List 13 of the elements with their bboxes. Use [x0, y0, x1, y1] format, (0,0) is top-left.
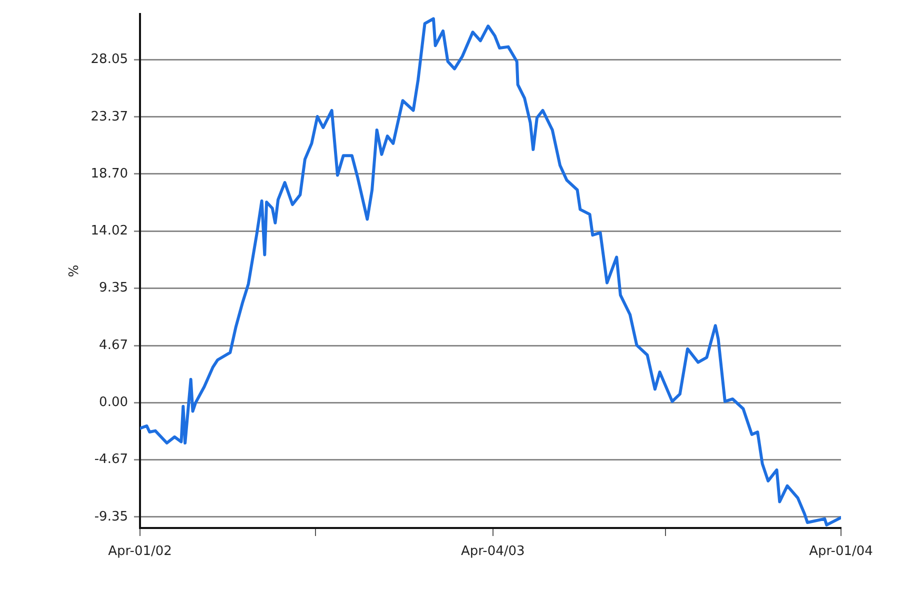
- x-tick-label: Apr-04/03: [460, 544, 525, 560]
- y-tick-label: 28.05: [90, 52, 128, 68]
- y-tick-label: 23.37: [90, 109, 128, 124]
- y-tick-label: -4.67: [94, 452, 128, 468]
- y-tick-label: -9.35: [94, 509, 128, 524]
- x-tick-label: Apr-01/04: [809, 544, 873, 560]
- y-tick-label: 4.67: [99, 338, 128, 353]
- y-tick-label: 0.00: [99, 395, 128, 410]
- y-tick-label: 18.70: [90, 166, 128, 182]
- x-tick-label: Apr-01/02: [108, 544, 172, 560]
- y-tick-label: 9.35: [99, 280, 128, 296]
- y-axis-title: %: [67, 264, 82, 278]
- y-tick-label: 14.02: [90, 224, 128, 239]
